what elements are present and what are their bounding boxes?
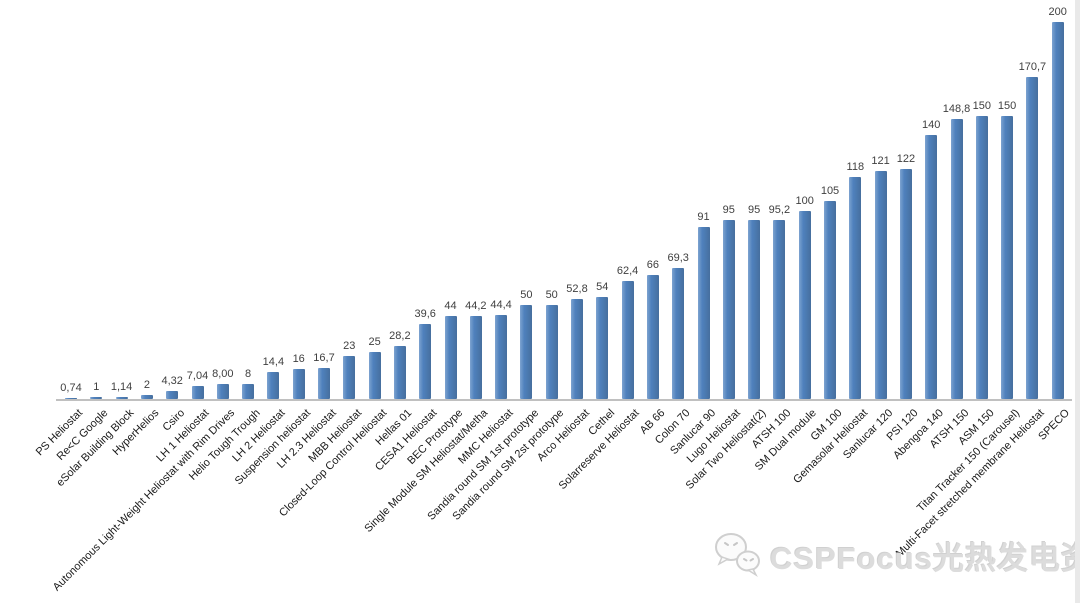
bar-value-label: 16,7: [313, 351, 335, 364]
bar-value-label: 100: [795, 194, 814, 207]
bar-value-label: 14,4: [262, 355, 285, 368]
bar-value-label: 50: [520, 288, 533, 301]
bar-value-label: 54: [596, 281, 609, 294]
bar-value-label: 44: [444, 300, 457, 313]
bar: [646, 274, 659, 399]
bar-value-label: 16: [292, 352, 305, 365]
bar-value-label: 91: [697, 211, 710, 224]
bar-value-label: 122: [896, 153, 916, 166]
bar: [292, 368, 305, 399]
bar-value-label: 150: [997, 100, 1017, 113]
bar: [697, 227, 710, 399]
bar: [242, 383, 255, 399]
bar: [115, 396, 128, 399]
bar-value-label: 200: [1048, 6, 1067, 18]
bar: [849, 176, 862, 399]
bar: [824, 201, 836, 399]
bar: [975, 116, 988, 399]
bar: [444, 316, 457, 399]
bar: [621, 281, 634, 399]
bar: [495, 315, 508, 399]
bar-value-label: 2: [143, 379, 150, 392]
bar: [571, 299, 583, 399]
bar: [722, 219, 735, 399]
bar-value-label: 8,00: [212, 367, 234, 380]
bar-value-label: 23: [343, 339, 356, 352]
bar-value-label: 28,2: [389, 329, 411, 342]
bar: [368, 351, 381, 399]
bar-value-label: 7,04: [186, 369, 209, 382]
bar-value-label: 62,4: [616, 265, 639, 278]
bar: [925, 135, 938, 399]
bar: [216, 383, 229, 399]
bar: [393, 345, 406, 399]
bar: [899, 169, 912, 399]
bar: [191, 385, 204, 399]
bar-value-label: 95: [747, 203, 761, 216]
bar: [520, 304, 533, 399]
bar: [596, 297, 609, 399]
bar-value-label: 39,6: [414, 308, 436, 321]
bar-value-label: 95: [722, 203, 735, 216]
bar: [166, 390, 179, 399]
bar-value-label: 4,32: [161, 374, 183, 387]
bar: [140, 395, 153, 399]
bar-value-label: 121: [871, 154, 890, 167]
bar: [672, 268, 685, 399]
bar-value-label: 1,14: [110, 380, 133, 393]
bar-value-label: 25: [368, 335, 381, 348]
bar-value-label: 66: [646, 258, 660, 271]
watermark-text: CSPFocus光热发电资讯: [770, 540, 1080, 576]
bar: [469, 315, 482, 399]
watermark: CSPFocus光热发电资讯: [712, 530, 1080, 580]
bar: [343, 355, 356, 399]
bar: [419, 324, 432, 399]
bar: [318, 367, 330, 399]
bar: [1051, 22, 1064, 399]
bar: [267, 371, 280, 399]
bar: [798, 210, 811, 399]
bar-value-label: 140: [922, 119, 941, 132]
bar-value-label: 69,3: [667, 252, 689, 265]
x-axis-baseline: [56, 399, 1072, 401]
right-edge-strip: [1075, 0, 1080, 603]
bar: [874, 170, 887, 399]
bar-value-label: 50: [545, 288, 558, 301]
bar: [748, 219, 761, 399]
bar-value-label: 150: [972, 100, 991, 113]
bar-value-label: 105: [820, 185, 840, 198]
bar: [90, 397, 103, 399]
bar: [545, 304, 558, 399]
bar-value-label: 170,7: [1018, 61, 1047, 74]
bar: [950, 118, 963, 399]
bar-value-label: 52,8: [566, 283, 588, 296]
bar: [1026, 77, 1039, 399]
bar: [65, 397, 77, 399]
bar-value-label: 148,8: [942, 102, 971, 115]
wechat-icon: [712, 530, 764, 580]
bar-value-label: 0,74: [60, 381, 82, 394]
bar-value-label: 44,4: [490, 299, 512, 312]
bar-value-label: 118: [846, 160, 865, 173]
bar-value-label: 44,2: [465, 299, 487, 312]
bar: [1001, 116, 1014, 399]
bar-value-label: 8: [245, 367, 252, 380]
bar: [773, 219, 786, 399]
bar-value-label: 1: [93, 381, 100, 394]
bar-value-label: 95,2: [768, 203, 791, 216]
